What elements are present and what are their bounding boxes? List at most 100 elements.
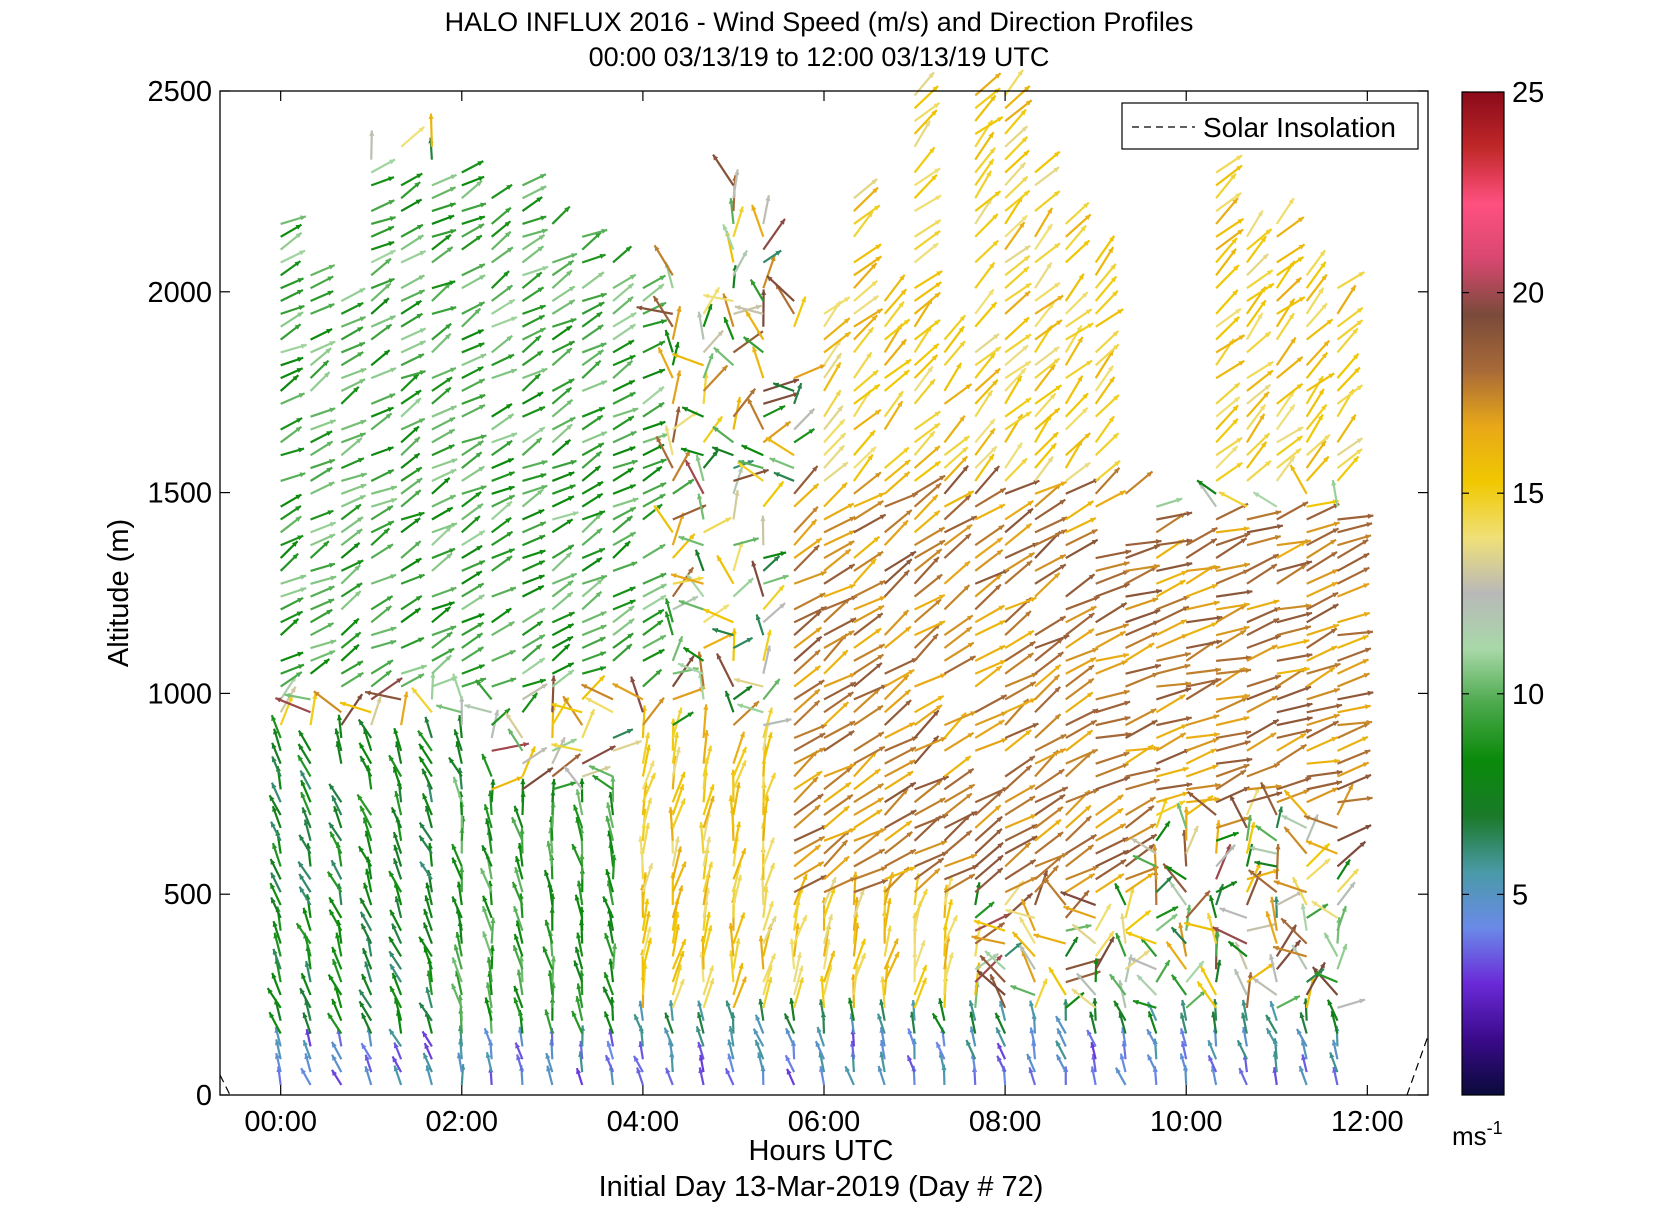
wind-arrow [853, 579, 886, 598]
wind-arrow [581, 292, 607, 303]
wind-arrow [943, 340, 966, 367]
wind-arrow [335, 932, 343, 957]
wind-arrow [773, 471, 795, 482]
wind-arrow [853, 492, 885, 508]
wind-arrow [551, 518, 574, 534]
wind-arrow [913, 940, 926, 970]
wind-arrow [431, 506, 454, 521]
wind-arrow [913, 526, 946, 547]
wind-arrow [724, 690, 735, 713]
wind-arrow [734, 305, 764, 315]
wind-arrow [425, 1065, 433, 1086]
wind-arrow [1034, 483, 1062, 508]
wind-arrow [1095, 762, 1129, 778]
wind-arrow [853, 643, 886, 662]
wind-arrow [1004, 823, 1038, 842]
wind-arrow [588, 764, 614, 778]
wind-arrow [1108, 973, 1127, 996]
wind-arrow [1247, 869, 1278, 894]
y-tick-label: 2000 [147, 277, 212, 309]
wind-arrow [757, 1052, 765, 1073]
wind-arrow [943, 655, 977, 675]
wind-arrow [1276, 702, 1313, 714]
wind-arrow [1185, 904, 1192, 931]
wind-arrow [913, 633, 939, 662]
wind-arrow [400, 607, 422, 624]
wind-arrow [551, 324, 573, 341]
wind-arrow [1065, 201, 1090, 225]
wind-arrow [974, 619, 1006, 637]
wind-arrow [522, 484, 548, 495]
wind-arrow [1336, 327, 1359, 354]
wind-arrow [1246, 403, 1267, 431]
wind-arrow [702, 784, 715, 816]
wind-arrow [310, 419, 337, 431]
wind-arrow [551, 423, 573, 444]
wind-arrow [1095, 849, 1130, 868]
wind-arrow [1311, 900, 1339, 919]
wind-arrow [551, 736, 566, 765]
wind-arrow [612, 311, 637, 328]
wind-arrow [1095, 776, 1131, 791]
wind-arrow [1186, 639, 1223, 650]
wind-arrow [823, 502, 855, 521]
wind-arrow [1155, 800, 1186, 817]
wind-arrow [974, 644, 1006, 662]
wind-arrow [732, 937, 741, 970]
wind-arrow [358, 742, 373, 765]
wind-arrow [943, 523, 973, 547]
wind-arrow [1276, 716, 1313, 727]
wind-arrow [521, 196, 543, 212]
wind-arrow [1155, 605, 1190, 624]
wind-arrow [1065, 656, 1097, 675]
wind-arrow [1185, 583, 1219, 598]
wind-arrow [1314, 971, 1338, 984]
wind-arrow [551, 611, 576, 624]
wind-arrow [665, 598, 674, 623]
wind-arrow [1300, 903, 1308, 931]
wind-arrow [461, 404, 486, 418]
wind-arrow [1185, 526, 1218, 547]
wind-arrow [852, 888, 865, 919]
wind-arrow [1094, 376, 1116, 405]
wind-arrow [1306, 627, 1338, 649]
wind-arrow [1275, 806, 1284, 829]
wind-arrow [883, 390, 904, 418]
wind-arrow [370, 282, 392, 302]
x-axis-ticks: 00:00 02:00 04:00 06:00 08:00 10:00 12:00 [244, 91, 1404, 1138]
wind-arrow [793, 793, 824, 816]
wind-arrow [853, 178, 878, 200]
wind-arrow [340, 301, 364, 315]
wind-arrow [1064, 375, 1084, 405]
wind-arrow [280, 260, 302, 277]
wind-arrow [1215, 316, 1240, 341]
wind-arrow [974, 694, 1008, 714]
wind-arrow [1276, 560, 1313, 572]
wind-arrow [695, 1025, 705, 1047]
wind-arrow [883, 318, 911, 341]
wind-arrow [1155, 748, 1191, 765]
wind-arrow [1018, 916, 1036, 945]
wind-arrow [655, 435, 674, 469]
wind-arrow [733, 537, 759, 547]
wind-arrow [513, 997, 524, 1022]
wind-arrow [636, 305, 673, 315]
wind-arrow [483, 1027, 493, 1047]
wind-arrow [1215, 880, 1238, 894]
wind-arrow [1215, 289, 1239, 315]
wind-arrow [431, 233, 452, 251]
wind-arrow [581, 253, 606, 264]
wind-arrow [698, 1067, 705, 1086]
wind-arrow [431, 367, 457, 380]
wind-arrow [1245, 972, 1253, 1008]
wind-arrow [1289, 464, 1308, 495]
wind-arrow [340, 582, 363, 598]
wind-arrow [636, 1067, 644, 1086]
wind-arrow [451, 857, 463, 880]
wind-arrow [793, 770, 823, 791]
wind-arrow [697, 1041, 705, 1060]
wind-arrow [400, 181, 421, 200]
wind-arrow [1004, 541, 1039, 560]
wind-arrow [1336, 783, 1354, 816]
wind-arrow [823, 595, 858, 611]
